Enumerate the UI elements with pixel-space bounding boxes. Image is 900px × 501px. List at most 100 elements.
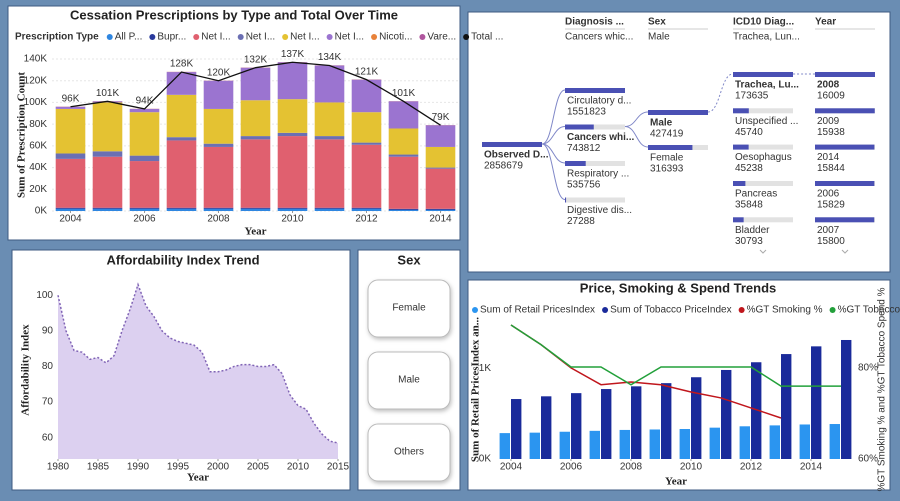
y-axis-label: Sum of Retail PricesIndex an... bbox=[470, 317, 482, 462]
bar bbox=[631, 386, 642, 459]
y-tick-label: 90 bbox=[42, 325, 54, 336]
node-value: 27288 bbox=[567, 216, 595, 227]
x-tick-label: 2004 bbox=[59, 214, 82, 225]
bar-segment bbox=[240, 139, 271, 208]
legend-label: Net I... bbox=[290, 32, 319, 43]
bar-segment bbox=[425, 168, 456, 209]
bar-segment bbox=[203, 208, 234, 211]
data-label: 137K bbox=[281, 49, 305, 60]
node-label: Female bbox=[650, 153, 684, 164]
y-tick-label: 140K bbox=[24, 54, 48, 65]
bar-segment bbox=[425, 208, 456, 210]
bar-segment bbox=[166, 208, 197, 211]
slicer-label[interactable]: Female bbox=[392, 303, 426, 314]
y-tick-label: 60 bbox=[42, 432, 54, 443]
bar-segment bbox=[203, 80, 234, 109]
bar-segment bbox=[277, 207, 308, 209]
x-tick-label: 2012 bbox=[355, 214, 378, 225]
node-value: 15829 bbox=[817, 200, 845, 211]
x-tick-label: 2004 bbox=[500, 462, 523, 473]
bar-segment bbox=[203, 146, 234, 208]
line bbox=[57, 282, 339, 444]
y-tick-label: 20K bbox=[29, 184, 47, 195]
y-tick-label: 100K bbox=[24, 97, 48, 108]
node-value: 2858679 bbox=[484, 161, 523, 172]
bar-segment bbox=[425, 146, 456, 168]
bar-segment bbox=[166, 137, 197, 141]
bar-segment bbox=[388, 101, 419, 129]
bar-segment bbox=[314, 208, 345, 211]
area bbox=[58, 284, 338, 459]
legend-marker bbox=[237, 34, 244, 40]
data-label: 101K bbox=[96, 88, 120, 99]
node-bar-bg bbox=[733, 108, 793, 114]
slicer-button[interactable] bbox=[367, 351, 451, 410]
node-label: 2007 bbox=[817, 225, 840, 236]
legend-marker bbox=[149, 34, 156, 40]
bar-segment bbox=[388, 128, 419, 155]
legend-marker bbox=[326, 34, 333, 40]
node-bar-bg bbox=[733, 217, 793, 223]
bar-segment bbox=[314, 207, 345, 209]
y-axis-label: Sum of Prescription Count bbox=[16, 72, 28, 198]
x-tick-label: 1995 bbox=[167, 462, 190, 473]
bar-segment bbox=[351, 208, 382, 211]
bar bbox=[511, 399, 522, 459]
legend-label: Total ... bbox=[471, 32, 503, 43]
bar-segment bbox=[55, 208, 86, 211]
node-label: Male bbox=[650, 118, 673, 129]
bar bbox=[499, 433, 510, 459]
chevron bbox=[759, 249, 767, 254]
node-bar bbox=[482, 142, 542, 147]
bar-segment bbox=[314, 136, 345, 140]
legend-label: Net I... bbox=[246, 32, 275, 43]
bar-segment bbox=[388, 209, 419, 211]
bar-segment bbox=[277, 132, 308, 137]
level-filter: Male bbox=[648, 32, 670, 43]
node-value: 316393 bbox=[650, 164, 684, 175]
bar bbox=[751, 362, 762, 459]
node-label: Cancers whi... bbox=[567, 132, 634, 143]
node-bar bbox=[815, 72, 875, 77]
bar bbox=[559, 431, 570, 459]
x-tick-label: 1980 bbox=[47, 462, 70, 473]
node-bar bbox=[565, 197, 567, 203]
chart-title: Affordability Index Trend bbox=[106, 252, 259, 267]
slicer-label[interactable]: Others bbox=[394, 447, 424, 458]
bar-segment bbox=[240, 136, 271, 140]
legend-title: Prescription Type bbox=[15, 32, 99, 43]
legend-label: Vare... bbox=[427, 32, 456, 43]
y-tick-label: 80K bbox=[29, 119, 47, 130]
legend-marker bbox=[193, 34, 200, 40]
node-bar bbox=[733, 217, 744, 223]
x-tick-label: 1985 bbox=[87, 462, 110, 473]
node-label: Bladder bbox=[735, 225, 770, 236]
connector bbox=[541, 89, 566, 145]
bar bbox=[529, 432, 540, 459]
bar bbox=[691, 377, 702, 459]
legend-label: Nicoti... bbox=[379, 32, 412, 43]
slicer-button[interactable] bbox=[367, 279, 451, 338]
bar bbox=[661, 383, 672, 459]
bar-segment bbox=[425, 167, 456, 169]
x-axis-label: Year bbox=[665, 476, 687, 488]
node-label: 2009 bbox=[817, 116, 840, 127]
y-tick-label: 80 bbox=[42, 361, 54, 372]
legend-marker bbox=[602, 307, 609, 313]
bar-segment bbox=[203, 108, 234, 144]
x-tick-label: 2015 bbox=[327, 462, 350, 473]
data-label: 101K bbox=[392, 88, 416, 99]
level-filter: Cancers whic... bbox=[565, 32, 633, 43]
slicer-label[interactable]: Male bbox=[398, 375, 420, 386]
bar-segment bbox=[388, 154, 419, 157]
node-bar bbox=[733, 108, 749, 114]
bar-segment bbox=[166, 72, 197, 95]
x-tick-label: 1990 bbox=[127, 462, 150, 473]
node-value: 173635 bbox=[735, 91, 769, 102]
bar bbox=[781, 354, 792, 459]
slicer-button[interactable] bbox=[367, 423, 451, 482]
y-tick-label: 0K bbox=[479, 454, 492, 465]
data-label: 96K bbox=[62, 93, 80, 104]
bar-segment bbox=[129, 207, 160, 209]
legend-label: Net I... bbox=[335, 32, 364, 43]
